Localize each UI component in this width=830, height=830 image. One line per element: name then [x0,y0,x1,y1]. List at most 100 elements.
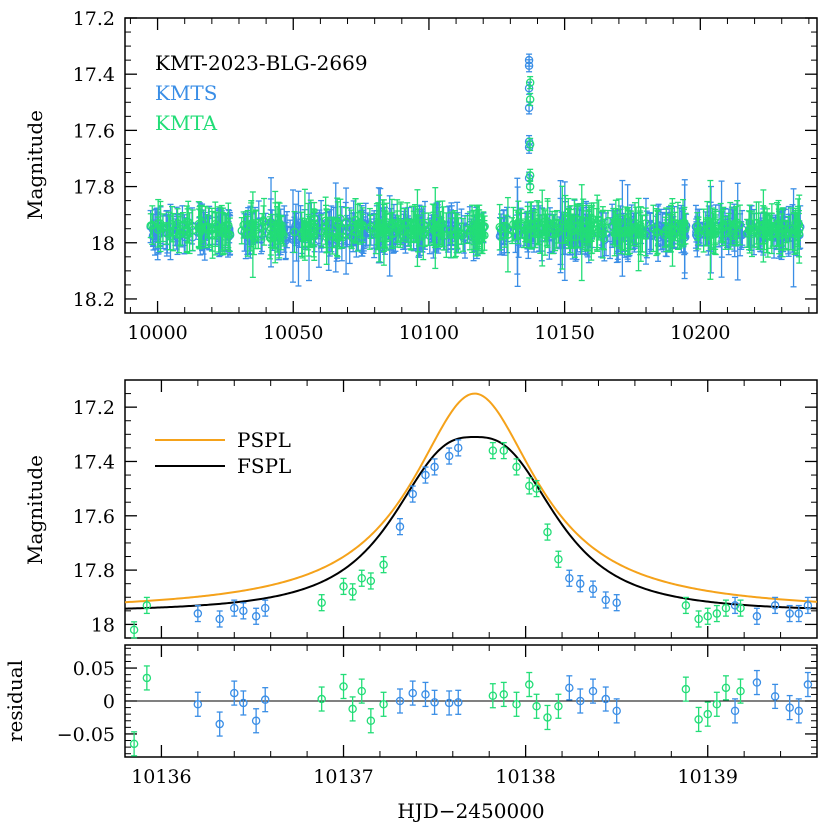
data-point [554,550,563,568]
residual-point [317,686,326,712]
data-point [598,211,607,235]
event-name-label: KMT-2023-BLG-2669 [155,51,368,75]
zoom-panel: 17.2 17.4 17.6 17.8 18 PSPL FSPL Magnitude [23,379,818,639]
data-point [577,184,587,282]
overview-panel: 10000 10050 10100 10150 10200 17.2 17.4 17.6 17.… [23,8,818,344]
x-axis-title: HJD−2450000 [397,799,544,823]
data-point [543,198,552,246]
data-point [726,201,735,250]
res-y-tick-label: 0.05 [73,658,115,680]
residual-point [488,683,498,709]
residual-point [612,698,621,724]
peak-point [525,179,535,194]
data-point [592,194,602,252]
data-point [444,447,454,465]
data-point [565,569,574,587]
residual-point [736,678,745,704]
data-point [726,222,736,246]
data-point [365,207,375,250]
top-y-tick-label: 18.2 [73,289,115,311]
data-point [499,441,509,460]
data-point [230,599,239,617]
data-point [759,211,768,238]
data-point [585,206,595,244]
residual-point [444,690,454,716]
residual-point [576,688,585,714]
residual-point [142,665,152,691]
data-point [260,599,270,617]
data-point [348,583,357,601]
pspl-model-curve [124,392,818,604]
data-point [774,208,784,250]
data-point [566,205,575,254]
peak-point [525,137,535,152]
top-x-tick-label: 10100 [399,322,459,344]
data-point [752,607,762,625]
data-point [194,201,204,248]
residual-point [366,708,376,734]
data-point [430,458,439,476]
residual-series-kmts [193,669,813,737]
data-point [745,210,755,235]
data-point [535,214,545,254]
data-point [703,607,712,625]
data-point [712,604,722,623]
res-x-tick-label: 10137 [313,766,373,788]
data-point [526,201,535,249]
legend-pspl-label: PSPL [237,428,291,452]
data-point [300,188,310,261]
data-point [514,200,523,245]
residual-point [339,673,348,700]
data-point [402,202,412,243]
residual-point [752,669,762,696]
data-point [357,569,366,587]
data-point [376,219,386,243]
data-point [649,204,658,253]
data-point [408,485,417,503]
residual-point [357,678,366,704]
data-point [317,214,326,248]
data-point [335,223,344,250]
residual-point [532,693,541,719]
data-point [142,596,152,615]
data-point [203,214,212,239]
data-point [681,596,691,615]
data-point [153,216,163,244]
main-y-tick-label: 17.8 [73,560,115,582]
data-point [496,217,506,241]
res-y-tick-label: 0 [103,691,115,713]
residual-point [588,678,598,704]
top-y-axis-title: Magnitude [23,110,47,220]
residual-series-kmta [129,665,745,757]
data-point [366,572,376,590]
data-point [251,607,261,625]
data-point [710,216,720,246]
data-point [305,216,315,249]
data-point [667,207,677,238]
top-y-tick-label: 17.8 [73,177,115,199]
data-point [534,201,543,246]
data-point [463,214,472,245]
res-x-tick-label: 10139 [678,766,738,788]
main-series-kmts [193,439,813,628]
data-point [413,189,422,268]
residual-point [712,691,722,717]
residual-point [785,694,794,721]
residual-point [408,680,417,706]
data-point [290,210,299,254]
data-point [259,205,268,236]
residual-point [230,680,239,706]
data-point [488,441,498,460]
data-point [509,206,518,242]
data-point [239,602,248,620]
data-point [792,212,802,254]
data-point [395,518,405,536]
data-point [246,200,256,248]
residual-point [721,675,731,701]
data-point [625,210,635,255]
residual-point [421,681,430,708]
data-point [339,577,348,596]
data-point [512,458,521,476]
data-point [588,580,598,598]
